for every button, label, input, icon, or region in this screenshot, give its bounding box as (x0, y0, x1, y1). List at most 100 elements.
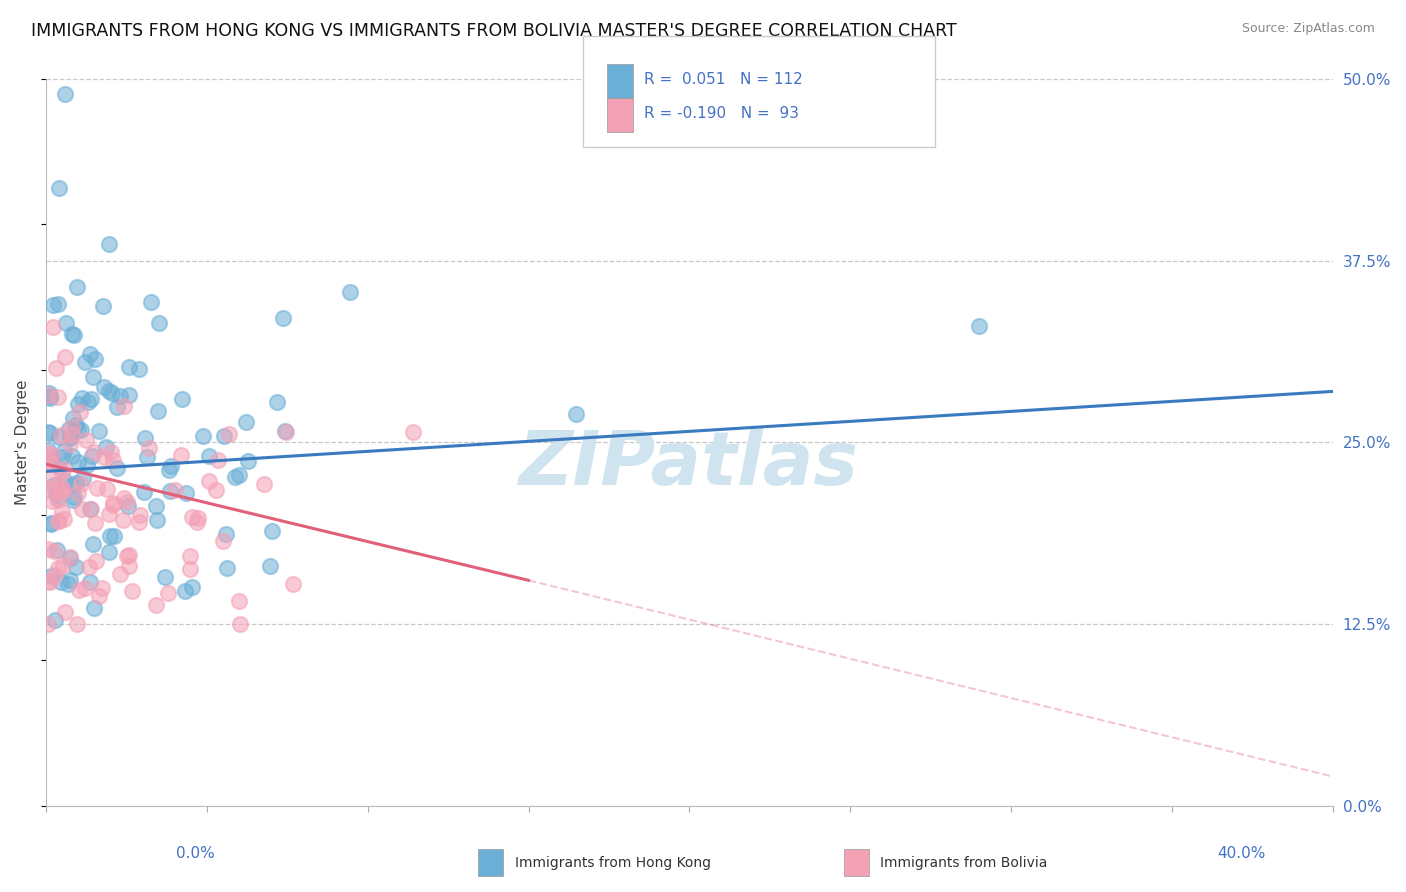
Point (229, 616, 252, 631)
Point (55, 316, 77, 330)
Point (93, 380, 115, 394)
Point (94, 440, 117, 454)
Point (228, 468, 250, 483)
Point (62, 425, 84, 440)
Point (52, 558, 75, 572)
Point (46, 543, 69, 558)
Point (59, 573, 82, 587)
Point (41, 494, 63, 508)
Point (53, 351, 76, 365)
Point (66, 455, 89, 469)
Point (118, 548, 141, 562)
Point (153, 570, 176, 584)
Point (145, 499, 167, 513)
Point (67, 582, 90, 597)
Point (69, 405, 91, 419)
Point (37, 425, 59, 440)
Point (70, 502, 93, 516)
Point (87, 424, 110, 438)
Point (118, 388, 141, 402)
Point (56, 577, 79, 591)
Point (66, 280, 89, 294)
Point (91, 581, 114, 595)
Point (67, 397, 90, 411)
Point (253, 477, 276, 491)
Point (283, 576, 305, 591)
Point (565, 407, 588, 421)
Point (91, 299, 114, 313)
Point (79, 575, 101, 590)
Point (53, 474, 76, 488)
Text: ZIPatlas: ZIPatlas (519, 427, 859, 500)
Point (48, 514, 70, 528)
Point (37, 446, 59, 460)
Point (186, 515, 208, 529)
Point (65, 559, 87, 574)
Point (148, 316, 170, 330)
Point (62, 410, 84, 425)
Point (37, 467, 59, 481)
Point (401, 425, 423, 439)
Point (51, 482, 73, 496)
Point (174, 583, 197, 598)
Point (98, 545, 121, 559)
Point (46, 476, 69, 491)
Point (105, 401, 128, 415)
Point (51, 450, 73, 464)
Point (260, 524, 283, 538)
Point (165, 483, 187, 497)
Point (235, 415, 257, 429)
Point (107, 461, 129, 475)
Point (65, 417, 87, 432)
Point (37, 574, 59, 588)
Point (53, 443, 76, 458)
Point (51, 465, 73, 479)
Point (37, 452, 59, 467)
Point (45, 486, 67, 500)
Point (60, 478, 83, 492)
Point (180, 510, 202, 524)
Point (80, 449, 103, 463)
Point (37, 616, 59, 631)
Point (58, 421, 80, 435)
Point (37, 388, 59, 402)
Point (191, 429, 214, 443)
Point (72, 392, 94, 406)
Point (101, 386, 124, 401)
Point (157, 463, 180, 477)
Text: IMMIGRANTS FROM HONG KONG VS IMMIGRANTS FROM BOLIVIA MASTER'S DEGREE CORRELATION: IMMIGRANTS FROM HONG KONG VS IMMIGRANTS … (31, 22, 956, 40)
Point (39, 569, 62, 583)
Point (215, 561, 238, 575)
Point (170, 448, 193, 462)
Text: 0.0%: 0.0% (176, 846, 215, 861)
Point (98, 529, 121, 543)
Text: Immigrants from Bolivia: Immigrants from Bolivia (880, 856, 1047, 871)
Point (42, 481, 65, 495)
Point (101, 496, 124, 510)
Point (136, 450, 159, 464)
Point (82, 537, 104, 551)
Point (45, 361, 67, 376)
Point (238, 454, 260, 468)
Point (66, 423, 89, 437)
Point (159, 459, 181, 474)
Point (83, 444, 105, 458)
Point (39, 517, 62, 532)
Point (101, 452, 124, 467)
Point (41, 458, 63, 472)
Point (266, 395, 288, 409)
Point (62, 493, 84, 508)
Point (86, 481, 108, 495)
Point (172, 392, 194, 406)
Point (117, 360, 139, 375)
Text: R = -0.190   N =  93: R = -0.190 N = 93 (644, 106, 799, 121)
Point (66, 485, 89, 500)
Point (115, 494, 138, 508)
Point (224, 470, 246, 484)
Text: Immigrants from Hong Kong: Immigrants from Hong Kong (515, 856, 710, 871)
Point (100, 445, 122, 459)
Point (51, 484, 73, 499)
Point (179, 562, 201, 576)
Point (117, 499, 139, 513)
Point (79, 501, 101, 516)
